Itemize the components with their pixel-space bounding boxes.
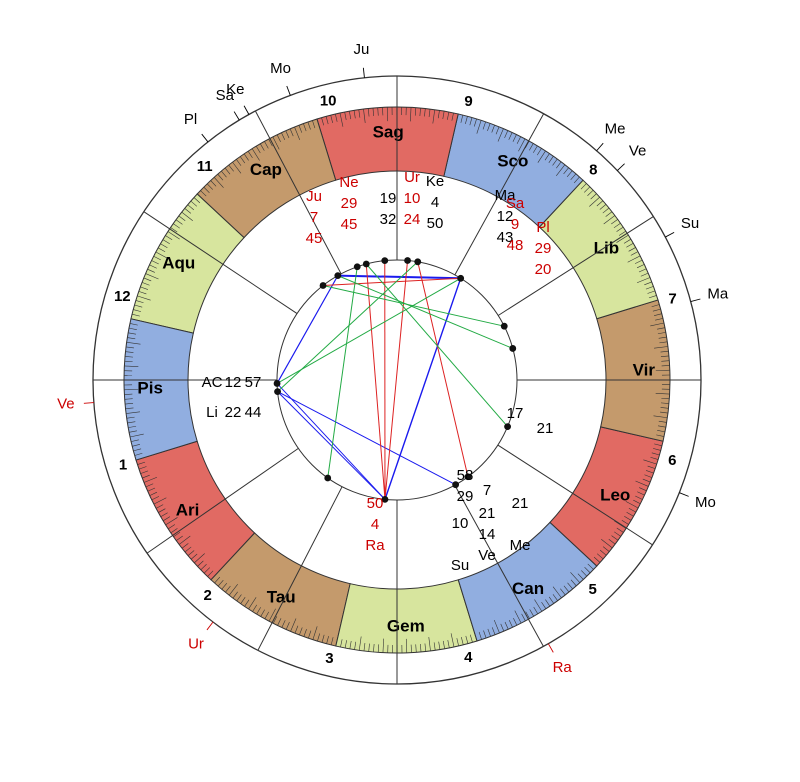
- svg-text:10: 10: [320, 92, 337, 109]
- svg-text:29: 29: [535, 240, 552, 257]
- svg-text:Pis: Pis: [137, 378, 163, 397]
- svg-text:44: 44: [245, 404, 262, 421]
- svg-text:Vir: Vir: [633, 361, 656, 380]
- svg-text:7: 7: [668, 291, 676, 308]
- svg-text:Ve: Ve: [57, 396, 75, 413]
- svg-text:21: 21: [537, 420, 554, 437]
- svg-text:Su: Su: [681, 215, 699, 232]
- svg-text:Ur: Ur: [188, 635, 204, 652]
- svg-text:57: 57: [245, 374, 262, 391]
- svg-text:8: 8: [589, 162, 597, 179]
- svg-text:Ke: Ke: [426, 173, 444, 190]
- svg-text:Me: Me: [605, 121, 626, 138]
- svg-text:12: 12: [225, 374, 242, 391]
- svg-text:Ju: Ju: [306, 188, 322, 205]
- svg-text:Leo: Leo: [600, 485, 630, 504]
- svg-text:Ur: Ur: [404, 169, 420, 186]
- svg-text:7: 7: [483, 482, 491, 499]
- svg-text:22: 22: [225, 404, 242, 421]
- svg-text:Ra: Ra: [365, 537, 385, 554]
- svg-text:14: 14: [479, 526, 496, 543]
- svg-text:Gem: Gem: [387, 616, 425, 635]
- svg-text:Ve: Ve: [629, 142, 647, 159]
- svg-text:12: 12: [114, 288, 131, 305]
- svg-text:2: 2: [204, 587, 212, 604]
- svg-text:50: 50: [367, 495, 384, 512]
- svg-text:Can: Can: [512, 579, 544, 598]
- svg-text:45: 45: [341, 216, 358, 233]
- svg-text:Pl: Pl: [536, 219, 549, 236]
- svg-text:4: 4: [464, 649, 473, 666]
- svg-text:Ju: Ju: [353, 41, 369, 58]
- svg-text:11: 11: [197, 158, 213, 175]
- svg-text:4: 4: [371, 516, 379, 533]
- svg-text:Me: Me: [510, 537, 531, 554]
- svg-text:Ve: Ve: [478, 547, 496, 564]
- svg-text:1: 1: [119, 457, 127, 474]
- svg-text:Sa: Sa: [506, 195, 525, 212]
- svg-text:58: 58: [457, 467, 474, 484]
- svg-text:Mo: Mo: [270, 60, 291, 77]
- svg-text:Li: Li: [206, 404, 218, 421]
- svg-text:19: 19: [380, 190, 397, 207]
- svg-text:Ke: Ke: [226, 81, 244, 98]
- svg-text:29: 29: [457, 488, 474, 505]
- svg-text:Ne: Ne: [339, 174, 358, 191]
- svg-text:Sag: Sag: [373, 123, 404, 142]
- svg-text:Mo: Mo: [695, 494, 716, 511]
- svg-text:10: 10: [404, 190, 421, 207]
- svg-text:24: 24: [404, 211, 421, 228]
- svg-text:9: 9: [464, 93, 472, 110]
- svg-text:Ma: Ma: [707, 285, 728, 302]
- svg-text:Tau: Tau: [267, 588, 296, 607]
- svg-text:9: 9: [511, 216, 519, 233]
- svg-text:6: 6: [668, 452, 676, 469]
- svg-text:Sco: Sco: [497, 151, 528, 170]
- svg-text:29: 29: [341, 195, 358, 212]
- svg-text:48: 48: [507, 237, 524, 254]
- svg-text:3: 3: [325, 650, 333, 667]
- svg-text:Su: Su: [451, 557, 469, 574]
- svg-text:32: 32: [380, 211, 397, 228]
- svg-text:5: 5: [589, 581, 597, 598]
- svg-text:Ra: Ra: [553, 659, 573, 676]
- svg-text:AC: AC: [202, 374, 223, 391]
- svg-text:4: 4: [431, 194, 439, 211]
- svg-text:Cap: Cap: [250, 160, 282, 179]
- svg-text:20: 20: [535, 261, 552, 278]
- svg-text:10: 10: [452, 515, 469, 532]
- svg-text:21: 21: [479, 505, 496, 522]
- svg-text:21: 21: [512, 495, 529, 512]
- svg-text:Ari: Ari: [176, 501, 200, 520]
- svg-text:Aqu: Aqu: [162, 254, 195, 273]
- svg-text:45: 45: [306, 230, 323, 247]
- svg-text:7: 7: [310, 209, 318, 226]
- svg-text:50: 50: [427, 215, 444, 232]
- svg-text:Pl: Pl: [184, 111, 197, 128]
- svg-text:17: 17: [507, 405, 524, 422]
